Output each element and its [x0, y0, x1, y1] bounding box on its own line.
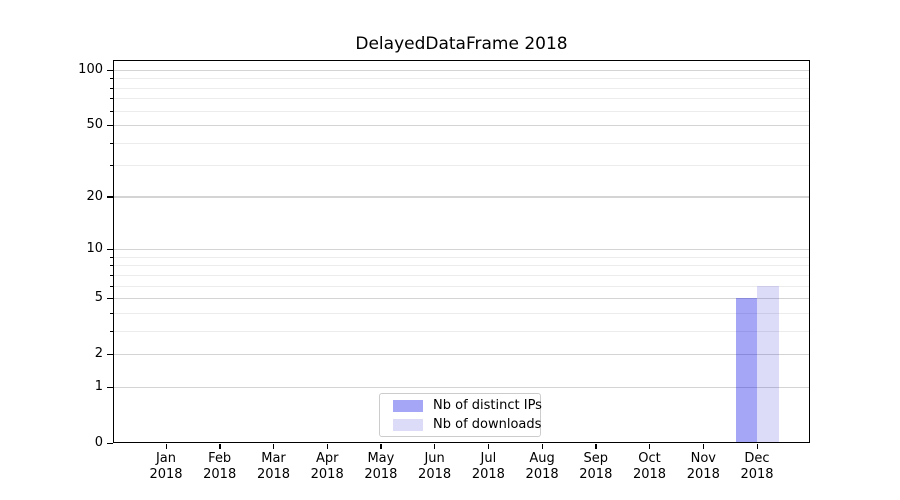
y-tick-minor	[109, 110, 113, 112]
y-tick-label: 10	[86, 241, 103, 257]
x-tick	[702, 443, 705, 449]
x-tick	[380, 443, 382, 449]
y-tick-label: 100	[78, 62, 103, 77]
legend-label: Nb of distinct IPs	[433, 397, 542, 413]
y-tick-minor	[109, 165, 113, 167]
y-tick-minor	[109, 256, 113, 258]
y-tick-label: 1	[94, 379, 103, 394]
legend-item-downloads: Nb of downloads	[393, 415, 541, 434]
y-tick-label: 2	[94, 346, 103, 362]
chart-title: DelayedDataFrame 2018	[355, 34, 568, 54]
y-tick-minor	[109, 98, 113, 100]
legend-swatch-distinct-ips	[393, 399, 423, 412]
legend-swatch-downloads	[393, 418, 423, 431]
y-tick-minor	[109, 312, 113, 314]
y-tick-minor	[109, 274, 113, 276]
x-tick-label: Oct 2018	[632, 451, 667, 482]
x-tick	[487, 443, 490, 449]
x-tick-label: May 2018	[364, 451, 398, 482]
y-tick	[107, 124, 113, 127]
bar-nb-of-distinct-ips	[735, 298, 757, 443]
x-tick-label: Mar 2018	[256, 451, 291, 482]
x-tick-label: Aug 2018	[525, 451, 559, 482]
x-tick-label: Jul 2018	[471, 451, 505, 482]
y-tick	[107, 297, 113, 300]
x-tick	[434, 443, 436, 449]
y-tick-minor	[109, 78, 113, 80]
y-tick	[107, 248, 113, 251]
x-tick-label: Sep 2018	[579, 451, 613, 482]
y-tick	[107, 69, 113, 71]
y-tick-label: 5	[94, 290, 103, 306]
y-tick-minor	[109, 142, 113, 144]
x-tick	[649, 443, 651, 449]
x-tick-label: Dec 2018	[740, 451, 774, 482]
bar-nb-of-downloads	[757, 285, 779, 443]
y-tick	[107, 196, 113, 198]
y-tick	[107, 353, 113, 356]
legend-label: Nb of downloads	[433, 416, 542, 432]
x-tick	[219, 443, 221, 449]
plot-area	[113, 60, 810, 443]
x-tick	[273, 443, 275, 449]
y-tick	[107, 386, 113, 388]
y-tick-minor	[109, 87, 113, 89]
y-tick-label: 0	[94, 435, 103, 450]
x-tick-label: Nov 2018	[686, 451, 720, 482]
x-tick	[541, 443, 543, 449]
legend-item-distinct-ips: Nb of distinct IPs	[393, 396, 542, 415]
x-tick	[326, 443, 329, 449]
y-tick-label: 50	[86, 117, 103, 133]
y-tick-minor	[109, 330, 113, 332]
y-tick	[107, 442, 113, 444]
x-tick	[756, 443, 758, 449]
y-tick-minor	[109, 265, 113, 267]
y-tick-minor	[109, 285, 113, 287]
x-tick-label: Feb 2018	[203, 451, 237, 482]
x-tick-label: Jun 2018	[418, 451, 452, 482]
legend: Nb of distinct IPs Nb of downloads	[379, 393, 542, 437]
x-tick	[165, 443, 167, 449]
x-tick	[595, 443, 597, 449]
x-tick-label: Apr 2018	[310, 451, 344, 482]
x-tick-label: Jan 2018	[149, 451, 183, 482]
y-tick-label: 20	[86, 188, 103, 204]
